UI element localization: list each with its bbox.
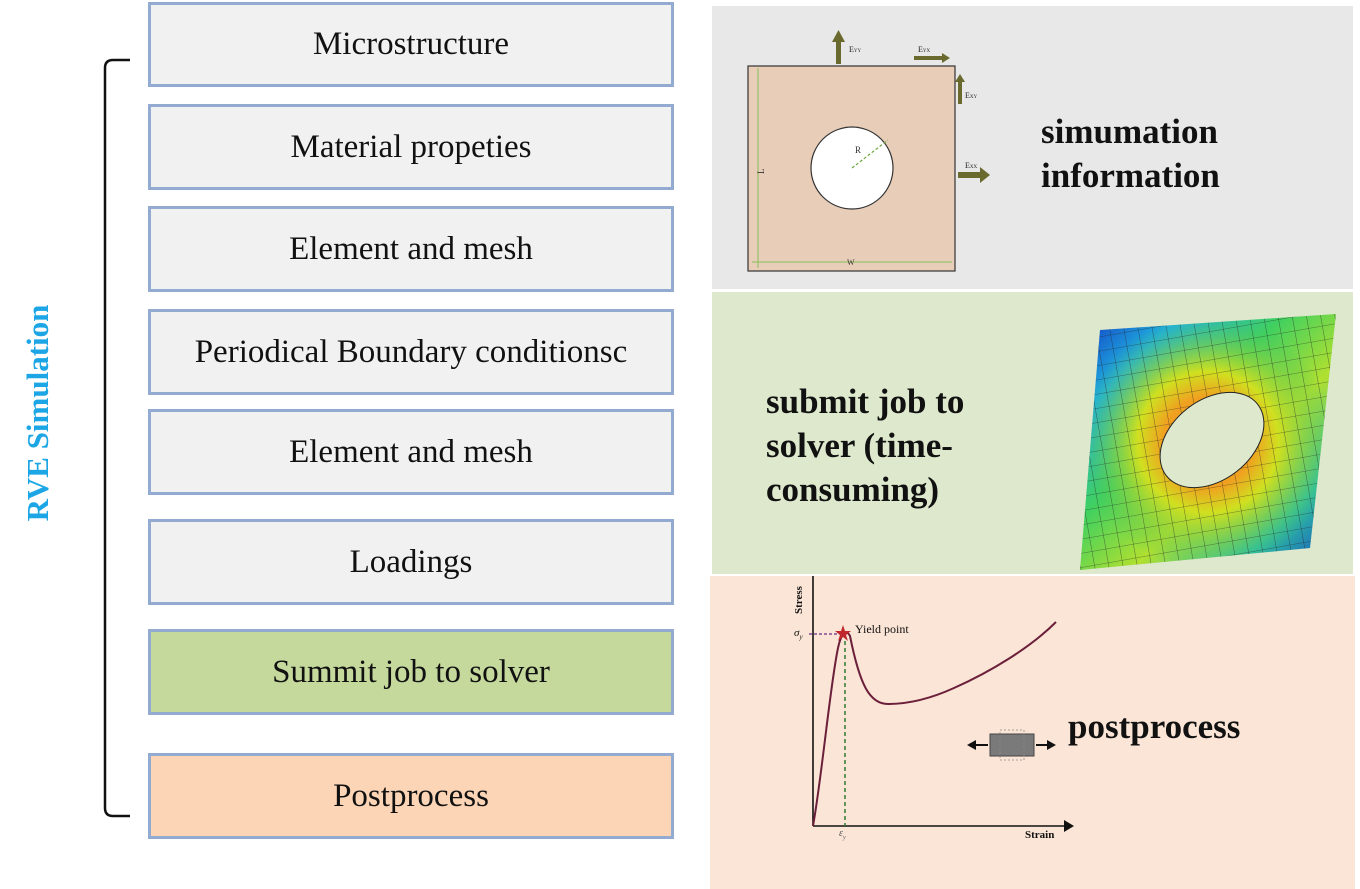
solver-line-1: submit job to (766, 382, 965, 421)
step-boundary-conditions: Periodical Boundary conditionsc (148, 309, 674, 395)
rve-geometry-diagram: R L W EYY EYX EXY EXX (747, 30, 990, 272)
sigma-y-label: σy (794, 627, 803, 641)
postprocess-panel: Stress Strain σy εy Yield point postproc… (710, 576, 1355, 889)
step-microstructure: Microstructure (148, 2, 674, 87)
yield-point-label: Yield point (855, 622, 909, 636)
solver-line-3: consuming) (766, 470, 940, 509)
radius-line (851, 139, 889, 169)
rve-simulation-title: RVE Simulation (20, 304, 55, 522)
simulation-info-line-2: information (1041, 156, 1220, 195)
simulation-info-panel: R L W EYY EYX EXY EXX simumation informa… (712, 6, 1353, 289)
step-element-mesh-2: Element and mesh (148, 409, 674, 495)
yield-star (835, 625, 851, 641)
y-axis-label: Stress (793, 585, 805, 614)
radius-label: R (855, 145, 861, 155)
bracket (103, 58, 130, 818)
l-label: L (756, 169, 766, 175)
stress-strain-chart: Stress Strain σy εy Yield point (793, 576, 1074, 841)
eyy-label: EYY (849, 45, 862, 54)
solver-panel: submit job to solver (time- consuming) (712, 292, 1353, 574)
step-material-properties: Material propeties (148, 104, 674, 190)
exx-label: EXX (965, 161, 978, 170)
simulation-info-text: simumation information (1041, 110, 1220, 198)
postprocess-text: postprocess (1068, 707, 1241, 746)
x-axis-label: Strain (1025, 829, 1054, 841)
exx-arrow (958, 172, 980, 178)
step-element-mesh-1: Element and mesh (148, 206, 674, 292)
step-postprocess: Postprocess (148, 753, 674, 839)
eyx-label: EYX (918, 45, 931, 54)
mesh-hole (1159, 391, 1265, 489)
eyx-arrow (914, 56, 942, 60)
stress-strain-curve (812, 621, 1057, 827)
eyy-arrow (836, 42, 841, 64)
specimen (989, 733, 1035, 757)
exy-label: EXY (965, 91, 978, 100)
epsilon-y-label: εy (839, 828, 846, 841)
fe-mesh-contour (1080, 314, 1336, 570)
step-submit-job: Summit job to solver (148, 629, 674, 715)
solver-line-2: solver (time- (766, 426, 953, 465)
w-label: W (847, 258, 855, 267)
step-loadings: Loadings (148, 519, 674, 605)
exy-arrow (958, 82, 962, 104)
simulation-info-line-1: simumation (1041, 112, 1218, 151)
solver-text: submit job to solver (time- consuming) (766, 380, 964, 512)
